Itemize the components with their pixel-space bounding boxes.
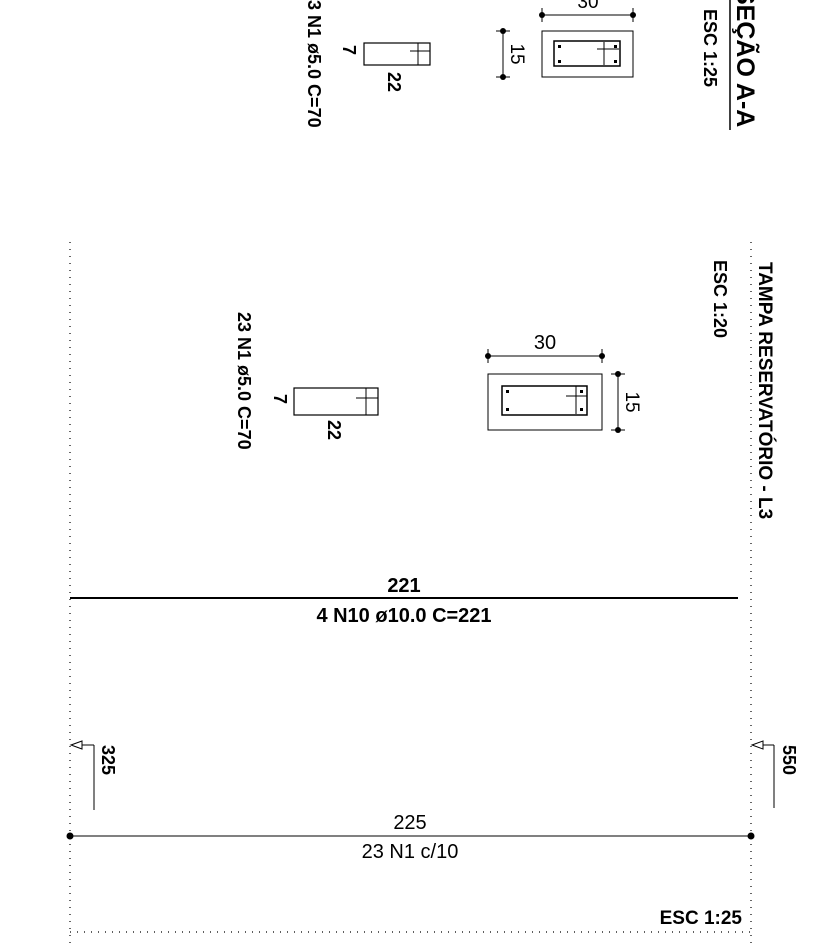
- lid-stirrup-detail: [293, 387, 379, 416]
- bottom-dim-dot: [747, 832, 755, 840]
- bottom-dim: 225: [393, 812, 426, 834]
- right-section-arrow: [750, 740, 764, 750]
- left-section-arrow: [69, 740, 83, 750]
- lid-bar: [580, 390, 583, 393]
- lid-bar-callout: 23 N1 ø5.0 C=70: [234, 312, 254, 450]
- section-aa-concrete-outline: [541, 30, 634, 78]
- section-aa-scale: ESC 1:25: [700, 9, 720, 87]
- section-aa-width-dim: 30: [577, 0, 598, 13]
- section-aa-stirrup-long: 22: [384, 72, 404, 92]
- right-edge-dim: 550: [779, 745, 799, 775]
- lid-width-dim: 30: [534, 332, 556, 354]
- lid-bar: [580, 408, 583, 411]
- section-aa-stirrup-short: 7: [339, 45, 359, 55]
- top-bar-callout: 4 N10 ø10.0 C=221: [316, 605, 491, 627]
- bottom-callout: 23 N1 c/10: [362, 841, 459, 863]
- section-aa-bar-callout: 23 N1 ø5.0 C=70: [304, 0, 324, 128]
- bottom-dim-dot: [66, 832, 74, 840]
- lid-stirrup-short: 7: [270, 394, 290, 404]
- lid-concrete-outline: [487, 373, 603, 431]
- section-aa-stirrup-detail: [363, 42, 431, 66]
- left-edge-dim: 325: [98, 745, 118, 775]
- lid-block: TAMPA RESERVATÓRIO - L3 ESC 1:20 30 15 7…: [66, 242, 799, 944]
- section-aa-title: SEÇÃO A-A: [731, 0, 761, 127]
- section-aa-bar: [558, 45, 561, 48]
- section-aa-bar: [614, 45, 617, 48]
- lid-bar: [506, 390, 509, 393]
- section-aa-stirrup: [553, 40, 621, 67]
- section-aa: SEÇÃO A-A ESC 1:25 30 15 7 22 23: [304, 0, 761, 130]
- section-aa-bar: [614, 60, 617, 63]
- lid-stirrup: [501, 385, 588, 416]
- lid-title: TAMPA RESERVATÓRIO - L3: [754, 262, 776, 519]
- lid-stirrup-long: 22: [324, 420, 344, 440]
- lid-bar: [506, 408, 509, 411]
- top-bar-length: 221: [387, 575, 420, 597]
- section-aa-bar: [558, 60, 561, 63]
- lid-scale: ESC 1:20: [710, 260, 730, 338]
- lid-height-dim: 15: [621, 391, 642, 412]
- plan-scale: ESC 1:25: [660, 908, 743, 929]
- section-aa-height-dim: 15: [506, 43, 527, 64]
